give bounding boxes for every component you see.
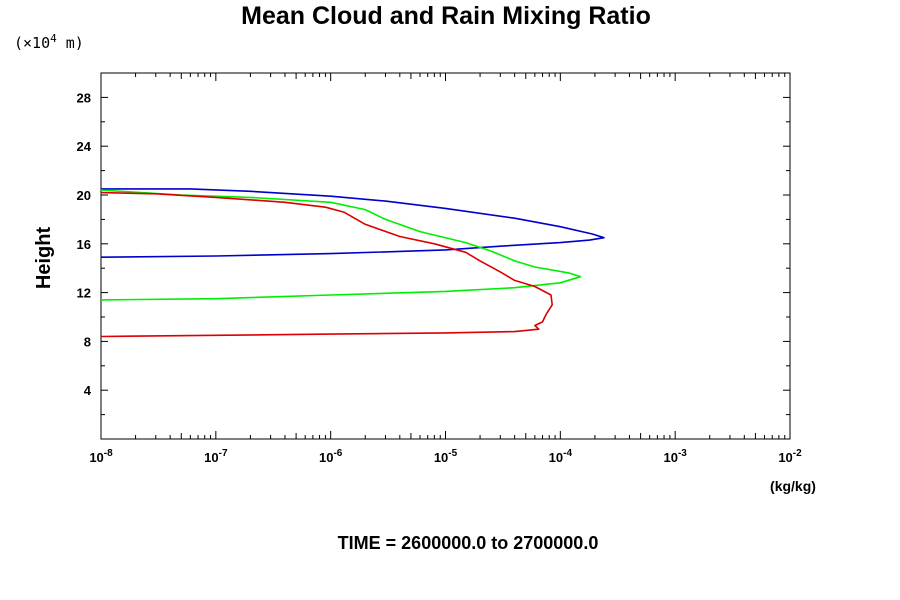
x-tick-label: 10-3 [663,448,687,465]
plot-area: 4 8 12 16 20 24 28 10-8 10-7 10-6 10-5 10-4 10-3 10-2 [77,72,802,465]
y-tick-label: 4 [84,383,92,398]
time-range-footer: TIME = 2600000.0 to 2700000.0 [338,533,599,553]
y-scale-exponent: 4 [50,32,57,45]
series-line-1 [100,188,605,258]
y-tick-label: 28 [77,90,91,105]
y-tick-label: 8 [84,334,91,349]
y-tick-label: 12 [77,286,91,301]
chart-title: Mean Cloud and Rain Mixing Ratio [241,2,651,30]
y-axis-label: Height [33,227,55,290]
y-tick-label: 24 [77,139,92,154]
x-tick-label: 10-4 [549,448,573,465]
x-tick-label: 10-6 [319,448,343,465]
x-tick-label: 10-7 [204,448,228,465]
y-scale-label: (×104 m) [14,32,84,52]
y-tick-label: 20 [77,188,91,203]
series-line-2 [100,189,582,301]
y-tick-label: 16 [77,237,91,252]
x-tick-label: 10-5 [434,448,458,465]
series-line-3 [100,191,554,338]
x-tick-label: 10-8 [89,448,113,465]
x-tick-label: 10-2 [778,448,802,465]
x-axis-unit: (kg/kg) [770,478,816,494]
